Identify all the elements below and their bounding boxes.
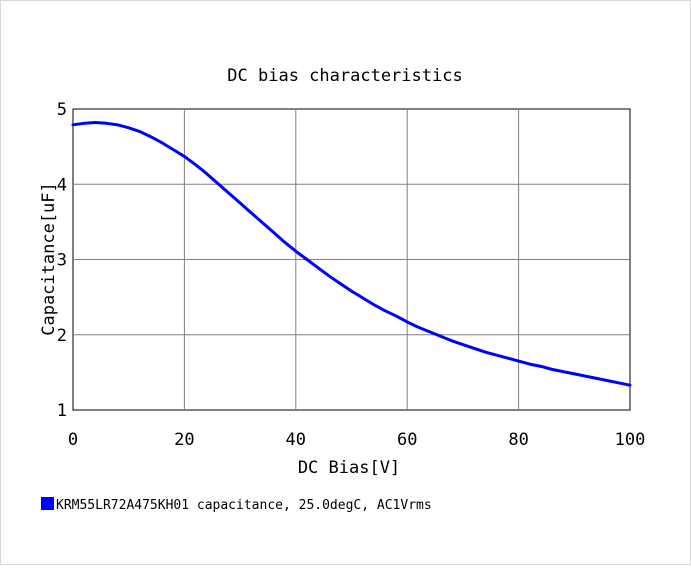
x-axis-ticks: 0 20 40 60 80 100 bbox=[68, 430, 645, 450]
x-tick-label: 0 bbox=[68, 430, 78, 450]
y-tick-label: 5 bbox=[57, 100, 67, 120]
y-axis-label: Capacitance[uF] bbox=[39, 182, 59, 336]
legend-label: KRM55LR72A475KH01 capacitance, 25.0degC,… bbox=[56, 498, 432, 513]
capacitance-curve bbox=[71, 121, 632, 387]
y-tick-label: 4 bbox=[57, 175, 67, 195]
x-tick-label: 20 bbox=[174, 430, 194, 450]
x-tick-label: 100 bbox=[615, 430, 646, 450]
y-tick-label: 1 bbox=[57, 401, 67, 421]
x-tick-label: 60 bbox=[397, 430, 417, 450]
legend-swatch bbox=[41, 497, 54, 510]
x-tick-label: 80 bbox=[508, 430, 528, 450]
x-tick-label: 40 bbox=[286, 430, 306, 450]
y-axis-ticks: 1 2 3 4 5 bbox=[57, 100, 67, 421]
y-tick-label: 3 bbox=[57, 251, 67, 271]
x-axis-label: DC Bias[V] bbox=[298, 458, 400, 478]
chart-title: DC bias characteristics bbox=[227, 66, 462, 86]
grid-lines bbox=[73, 109, 630, 410]
y-tick-label: 2 bbox=[57, 326, 67, 346]
